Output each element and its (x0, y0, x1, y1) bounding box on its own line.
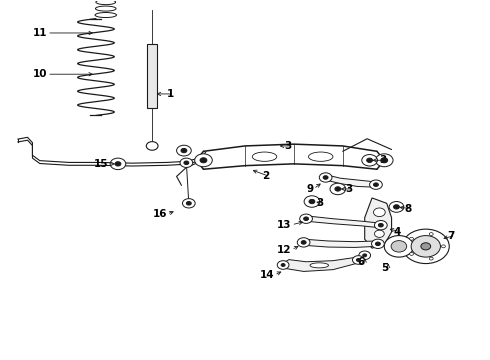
Text: 12: 12 (277, 245, 292, 255)
Text: 7: 7 (448, 231, 455, 240)
Text: 3: 3 (345, 184, 352, 194)
Ellipse shape (96, 6, 116, 11)
Circle shape (381, 158, 388, 163)
Circle shape (375, 242, 380, 246)
Circle shape (304, 217, 309, 221)
Circle shape (363, 254, 367, 257)
Polygon shape (304, 239, 377, 247)
Circle shape (335, 187, 341, 191)
Polygon shape (326, 175, 374, 187)
Text: 10: 10 (33, 69, 47, 79)
Circle shape (391, 240, 407, 252)
Circle shape (369, 180, 382, 189)
Polygon shape (282, 257, 357, 271)
Circle shape (301, 240, 306, 244)
Circle shape (356, 258, 360, 261)
Circle shape (181, 148, 187, 153)
Circle shape (323, 176, 328, 179)
Circle shape (195, 154, 212, 167)
Circle shape (367, 158, 372, 162)
Circle shape (319, 173, 332, 182)
Circle shape (373, 183, 378, 186)
Text: 3: 3 (284, 141, 292, 151)
Circle shape (362, 154, 377, 166)
Circle shape (429, 233, 433, 235)
Circle shape (410, 237, 414, 240)
Text: 14: 14 (260, 270, 274, 280)
Circle shape (277, 261, 289, 269)
Text: 16: 16 (152, 209, 167, 219)
Circle shape (330, 183, 345, 195)
Text: 8: 8 (404, 204, 411, 214)
Circle shape (371, 239, 384, 248)
Circle shape (389, 202, 404, 212)
Circle shape (176, 145, 191, 156)
Ellipse shape (252, 152, 277, 161)
Text: 13: 13 (277, 220, 292, 230)
FancyBboxPatch shape (147, 44, 157, 108)
Circle shape (200, 158, 207, 163)
Circle shape (373, 208, 385, 217)
Ellipse shape (95, 13, 117, 18)
Circle shape (281, 264, 285, 266)
Text: 3: 3 (379, 155, 387, 165)
Circle shape (429, 257, 433, 260)
Circle shape (297, 238, 310, 247)
Circle shape (411, 235, 441, 257)
Circle shape (115, 162, 121, 166)
Text: 1: 1 (167, 89, 174, 99)
Circle shape (378, 224, 383, 227)
Circle shape (441, 245, 445, 248)
Text: 5: 5 (381, 263, 388, 273)
Circle shape (393, 205, 399, 209)
Circle shape (186, 202, 191, 205)
Circle shape (375, 154, 393, 167)
Circle shape (410, 252, 414, 255)
Circle shape (359, 251, 370, 260)
Circle shape (182, 199, 195, 208)
Text: 2: 2 (262, 171, 270, 181)
Polygon shape (306, 216, 379, 228)
Ellipse shape (309, 152, 333, 161)
Text: 15: 15 (94, 159, 108, 169)
Circle shape (352, 256, 364, 264)
Circle shape (384, 235, 414, 257)
Circle shape (374, 221, 387, 230)
Circle shape (184, 161, 189, 165)
Text: 11: 11 (33, 28, 47, 38)
Text: 6: 6 (358, 257, 365, 267)
Circle shape (402, 229, 449, 264)
Text: 3: 3 (316, 198, 323, 208)
Circle shape (374, 230, 384, 237)
Circle shape (110, 158, 126, 170)
Ellipse shape (310, 263, 329, 268)
Circle shape (147, 141, 158, 150)
Ellipse shape (96, 0, 116, 5)
Polygon shape (365, 198, 392, 248)
Circle shape (421, 243, 431, 250)
Circle shape (309, 199, 315, 204)
Circle shape (304, 196, 320, 207)
Circle shape (300, 214, 313, 224)
Circle shape (180, 158, 193, 167)
Text: 9: 9 (306, 184, 314, 194)
Text: 4: 4 (394, 227, 401, 237)
